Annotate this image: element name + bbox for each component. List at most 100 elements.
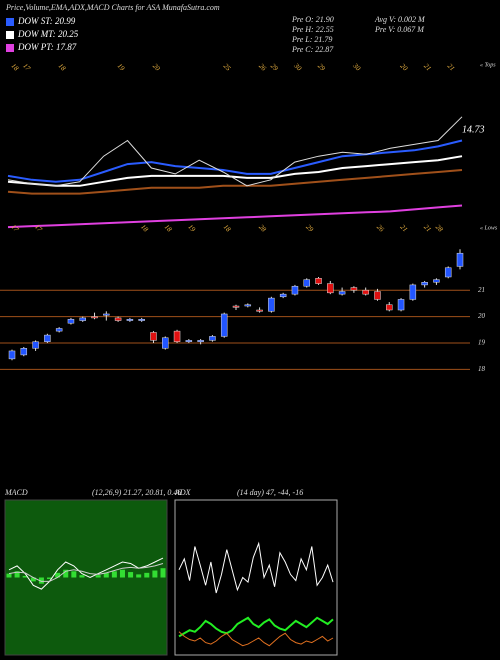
candle-body	[433, 279, 440, 283]
date-label: 28	[257, 223, 268, 234]
info-text: Pre C: 22.87	[291, 45, 334, 54]
candle-body	[103, 313, 110, 316]
date-label: 17	[9, 223, 20, 234]
legend-swatch	[6, 18, 14, 26]
date-label: 29	[316, 62, 327, 73]
histogram-bar	[71, 571, 77, 578]
info-text: Pre O: 21.90	[291, 15, 334, 24]
candle-body	[79, 317, 86, 321]
candle-body	[20, 348, 28, 356]
tops-label: « Tops	[480, 62, 496, 68]
date-label: 21	[446, 62, 457, 73]
candle-body	[126, 318, 134, 321]
info-text: Pre L: 21.79	[291, 35, 332, 44]
histogram-bar	[6, 573, 12, 578]
histogram-bar	[152, 570, 158, 578]
line-series	[178, 631, 334, 647]
date-label: 19	[116, 62, 127, 73]
candle-body	[91, 316, 98, 319]
panel	[174, 499, 338, 656]
date-label: 18	[163, 223, 174, 234]
y-tick-label: 18	[478, 365, 486, 373]
histogram-bar	[144, 572, 150, 578]
histogram-bar	[103, 572, 109, 578]
info-text: Pre V: 0.067 M	[374, 25, 425, 34]
histogram-bar	[63, 569, 69, 578]
date-label: 21	[422, 223, 433, 234]
legend-label: DOW ST: 20.99	[17, 16, 76, 26]
histogram-bar	[136, 574, 142, 578]
histogram-bar	[47, 577, 53, 580]
line-series	[178, 616, 334, 638]
panel-subtitle: (12,26,9) 21.27, 20.81, 0.46	[92, 488, 181, 497]
date-label: 19	[186, 223, 197, 234]
histogram-bar	[38, 577, 44, 584]
legend-label: DOW MT: 20.25	[17, 29, 79, 39]
candle-body	[268, 297, 275, 312]
candle-body	[244, 304, 252, 307]
panel-title: ADX	[174, 488, 192, 497]
date-label: 20	[151, 62, 162, 73]
candle-body	[362, 289, 369, 295]
line-series	[8, 563, 164, 582]
legend-swatch	[6, 44, 14, 52]
date-label: 28	[434, 223, 445, 234]
candle-body	[162, 337, 169, 349]
line-series	[7, 204, 463, 229]
candle-body	[220, 313, 228, 337]
date-label: 26	[375, 223, 386, 234]
info-text: Pre H: 22.55	[291, 25, 334, 34]
candle-body	[44, 334, 51, 342]
date-label: 30	[292, 61, 304, 73]
candle-body	[150, 332, 157, 341]
date-label: 18	[57, 62, 68, 73]
candle-body	[315, 278, 322, 284]
candle-body	[173, 330, 181, 342]
line-series	[7, 116, 463, 187]
y-tick-label: 21	[478, 286, 485, 294]
line-series	[7, 169, 463, 195]
date-label: 17	[33, 223, 44, 234]
histogram-bar	[111, 571, 117, 578]
candle-body	[421, 282, 428, 286]
candle-body	[209, 336, 216, 341]
date-label: 26	[257, 62, 268, 73]
line-series	[7, 155, 463, 187]
candle-body	[444, 267, 452, 278]
candle-body	[67, 318, 75, 324]
candle-body	[138, 318, 145, 321]
panel-title: MACD	[4, 488, 28, 497]
histogram-bar	[14, 571, 20, 578]
legend-label: DOW PT: 17.87	[17, 42, 77, 52]
candle-body	[291, 285, 299, 295]
date-label: 17	[21, 62, 32, 73]
info-text: Avg V: 0.002 M	[374, 15, 426, 24]
candle-body	[397, 299, 405, 311]
candle-body	[185, 340, 193, 342]
histogram-bar	[160, 568, 166, 578]
line-series	[7, 139, 463, 183]
histogram-bar	[22, 575, 28, 578]
candle-body	[197, 340, 204, 342]
histogram-bar	[79, 575, 85, 578]
annotation: 14.73	[462, 124, 485, 135]
candle-body	[350, 287, 358, 291]
candle-body	[409, 284, 417, 300]
candle-body	[55, 328, 63, 332]
histogram-bar	[119, 569, 125, 578]
date-label: 30	[351, 61, 363, 73]
histogram-bar	[95, 575, 101, 578]
histogram-bar	[30, 577, 36, 582]
y-tick-label: 20	[478, 312, 486, 320]
panel	[4, 499, 168, 656]
candle-body	[232, 305, 240, 308]
candle-body	[114, 317, 122, 321]
date-label: 21	[399, 223, 410, 234]
panel-subtitle: (14 day) 47, -44, -16	[237, 488, 303, 497]
candle-body	[374, 291, 381, 300]
candle-body	[8, 350, 16, 360]
date-label: 29	[304, 223, 315, 234]
line-series	[178, 541, 334, 594]
